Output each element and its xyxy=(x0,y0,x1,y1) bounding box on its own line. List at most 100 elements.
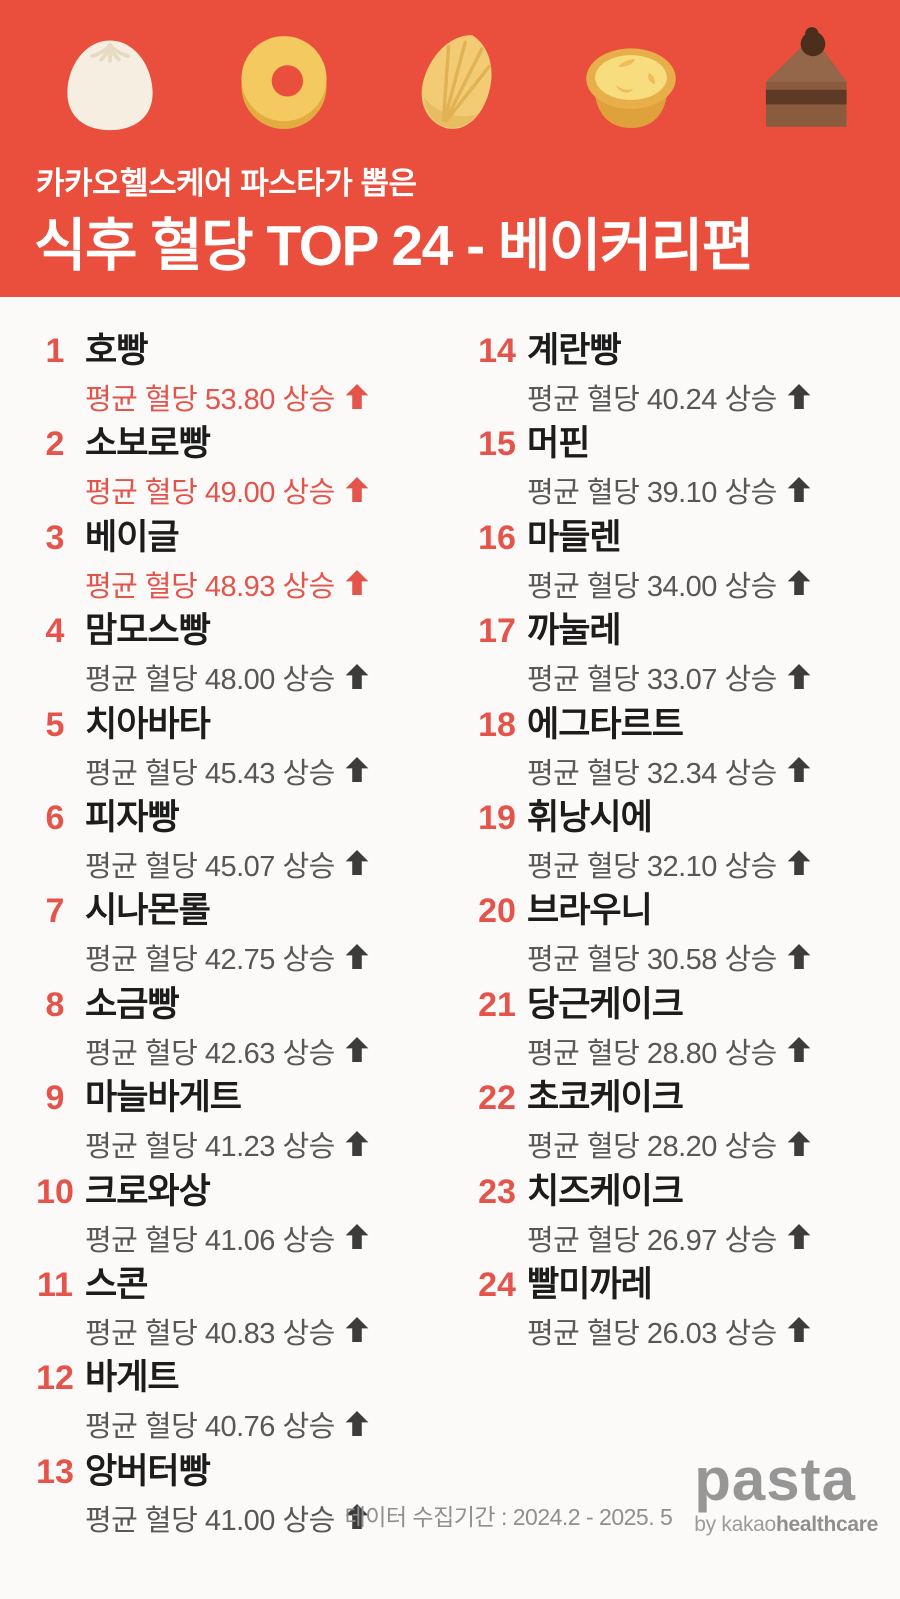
item-metric-text: 평균 혈당 40.24 상승 xyxy=(527,384,777,416)
rank-number: 6 xyxy=(45,798,65,837)
item-metric-text: 평균 혈당 26.97 상승 xyxy=(527,1224,777,1257)
item-metric: 평균 혈당 32.10 상승 xyxy=(527,843,895,885)
item-head: 17 까눌레 xyxy=(475,610,895,652)
up-arrow-icon xyxy=(787,1317,811,1343)
rank-number: 16 xyxy=(478,518,516,557)
item-metric: 평균 혈당 40.76 상승 xyxy=(85,1403,453,1445)
item-metric: 평균 혈당 34.00 상승 xyxy=(527,563,895,605)
item-name: 베이글 xyxy=(85,517,180,557)
item-metric-text: 평균 혈당 41.06 상승 xyxy=(85,1224,335,1257)
item-head: 6 피자빵 xyxy=(33,797,453,839)
rank-number: 1 xyxy=(45,332,65,370)
rank-number: 2 xyxy=(45,425,65,464)
rank-number: 9 xyxy=(45,1079,65,1118)
up-arrow-icon xyxy=(345,383,369,409)
item-metric: 평균 혈당 42.75 상승 xyxy=(85,936,453,978)
rank-number: 11 xyxy=(37,1265,73,1304)
list-item: 10 크로와상 평균 혈당 41.06 상승 xyxy=(33,1171,453,1264)
list-item: 11 스콘 평균 혈당 40.83 상승 xyxy=(33,1264,453,1357)
item-metric: 평균 혈당 30.58 상승 xyxy=(527,936,895,978)
up-arrow-icon xyxy=(787,476,811,502)
up-arrow-icon xyxy=(345,1224,369,1250)
rank-number: 17 xyxy=(478,612,516,651)
item-metric-text: 평균 혈당 49.00 상승 xyxy=(85,477,335,510)
item-head: 8 소금빵 xyxy=(33,984,453,1026)
item-metric-text: 평균 혈당 30.58 상승 xyxy=(527,944,777,977)
item-head: 24 빨미까레 xyxy=(475,1264,895,1306)
item-metric-text: 평균 혈당 40.76 상승 xyxy=(85,1411,335,1444)
up-arrow-icon xyxy=(345,1410,369,1436)
item-head: 16 마들렌 xyxy=(475,517,895,559)
rank-number: 24 xyxy=(478,1265,516,1304)
rank-number: 10 xyxy=(36,1172,74,1211)
item-name: 휘낭시에 xyxy=(527,797,653,837)
item-metric-text: 평균 혈당 34.00 상승 xyxy=(527,570,777,603)
item-metric: 평균 혈당 32.34 상승 xyxy=(527,750,895,792)
item-metric-text: 평균 혈당 28.80 상승 xyxy=(527,1037,777,1070)
up-arrow-icon xyxy=(345,943,369,969)
egg-tart-icon xyxy=(573,26,689,138)
item-metric: 평균 혈당 40.24 상승 xyxy=(527,376,895,418)
header-banner: 카카오헬스케어 파스타가 뽑은 식후 혈당 TOP 24 - 베이커리편 xyxy=(0,0,900,297)
item-metric: 평균 혈당 45.43 상승 xyxy=(85,750,453,792)
item-head: 12 바게트 xyxy=(33,1357,453,1399)
item-metric-text: 평균 혈당 41.23 상승 xyxy=(85,1131,335,1164)
item-metric: 평균 혈당 53.80 상승 xyxy=(85,376,453,418)
rank-number: 7 xyxy=(45,892,65,931)
item-metric: 평균 혈당 49.00 상승 xyxy=(85,469,453,511)
up-arrow-icon xyxy=(787,850,811,876)
rank-number: 20 xyxy=(478,892,516,931)
item-metric: 평균 혈당 28.80 상승 xyxy=(527,1030,895,1072)
rank-number: 18 xyxy=(478,705,516,744)
rank-number: 4 xyxy=(45,612,65,651)
item-head: 5 치아바타 xyxy=(33,704,453,746)
item-name: 스콘 xyxy=(85,1264,148,1304)
item-name: 치즈케이크 xyxy=(527,1171,684,1211)
item-head: 9 마늘바게트 xyxy=(33,1077,453,1119)
byline-bold: healthcare xyxy=(775,1513,878,1536)
item-name: 까눌레 xyxy=(527,611,622,651)
item-head: 15 머핀 xyxy=(475,423,895,465)
rank-number: 19 xyxy=(478,798,516,837)
pasta-brand-block: pasta by kakaohealthcare xyxy=(694,1450,878,1537)
item-metric-text: 평균 혈당 42.63 상승 xyxy=(85,1037,335,1070)
item-name: 맘모스빵 xyxy=(85,611,211,651)
item-head: 1 호빵 xyxy=(33,330,453,372)
up-arrow-icon xyxy=(345,1504,369,1530)
item-metric-text: 평균 혈당 48.93 상승 xyxy=(85,570,335,603)
poster-subtitle: 카카오헬스케어 파스타가 뽑은 xyxy=(36,166,417,201)
up-arrow-icon xyxy=(345,1130,369,1156)
rank-number: 3 xyxy=(45,518,65,557)
item-name: 빨미까레 xyxy=(527,1264,653,1304)
item-head: 22 초코케이크 xyxy=(475,1077,895,1119)
item-name: 앙버터빵 xyxy=(85,1451,211,1491)
list-item: 7 시나몬롤 평균 혈당 42.75 상승 xyxy=(33,890,453,983)
list-item: 22 초코케이크 평균 혈당 28.20 상승 xyxy=(475,1077,895,1170)
item-metric-text: 평균 혈당 45.43 상승 xyxy=(85,757,335,790)
rank-number: 12 xyxy=(36,1359,74,1398)
item-name: 에그타르트 xyxy=(527,704,684,744)
item-head: 7 시나몬롤 xyxy=(33,890,453,932)
bakery-icons-row xyxy=(52,26,862,138)
rank-number: 14 xyxy=(478,332,516,370)
item-metric-text: 평균 혈당 26.03 상승 xyxy=(527,1317,777,1350)
list-item: 20 브라우니 평균 혈당 30.58 상승 xyxy=(475,890,895,983)
item-name: 바게트 xyxy=(85,1358,180,1398)
item-name: 피자빵 xyxy=(85,797,180,837)
item-metric: 평균 혈당 45.07 상승 xyxy=(85,843,453,885)
item-metric-text: 평균 혈당 33.07 상승 xyxy=(527,664,777,697)
item-metric-text: 평균 혈당 32.10 상승 xyxy=(527,850,777,883)
footer: 데이터 수집기간 : 2024.2 - 2025. 5 pasta by kak… xyxy=(345,1450,879,1537)
item-name: 호빵 xyxy=(85,331,148,370)
item-metric: 평균 혈당 41.23 상승 xyxy=(85,1123,453,1165)
item-head: 11 스콘 xyxy=(33,1264,453,1306)
up-arrow-icon xyxy=(787,943,811,969)
item-name: 머핀 xyxy=(527,424,590,464)
up-arrow-icon xyxy=(787,1224,811,1250)
donut-icon xyxy=(226,26,342,138)
